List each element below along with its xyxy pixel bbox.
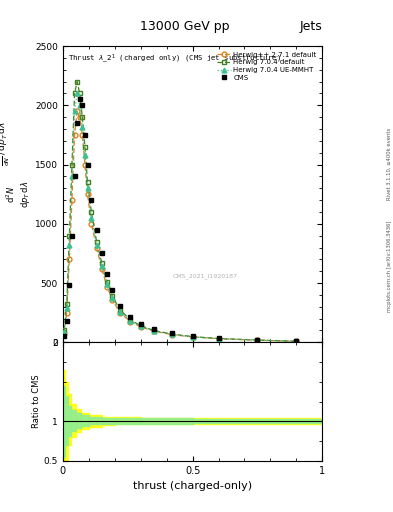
Herwig 7.0.4 default	[190, 333, 195, 339]
Herwig 7.0.4 default	[294, 338, 299, 344]
Herwig++ 2.7.1 default	[77, 114, 82, 120]
Herwig 7.0.4 default	[67, 232, 72, 239]
Herwig 7.0.4 default	[99, 260, 104, 266]
Herwig 7.0.4 default	[75, 78, 79, 84]
Text: Rivet 3.1.10, ≥400k events: Rivet 3.1.10, ≥400k events	[387, 127, 391, 200]
Herwig++ 2.7.1 default	[151, 328, 156, 334]
Herwig++ 2.7.1 default	[110, 296, 114, 303]
Y-axis label: $\mathrm{d}^2N$
$\mathrm{d}p_T\,\mathrm{d}\lambda$: $\mathrm{d}^2N$ $\mathrm{d}p_T\,\mathrm{…	[5, 181, 32, 208]
Herwig 7.0.4 UE-MMHT	[94, 242, 99, 248]
Herwig 7.0.4 UE-MMHT	[118, 308, 122, 314]
X-axis label: thrust (charged-only): thrust (charged-only)	[133, 481, 252, 491]
Text: 13000 GeV pp: 13000 GeV pp	[140, 20, 230, 33]
Herwig 7.0.4 UE-MMHT	[67, 242, 72, 248]
Herwig++ 2.7.1 default	[216, 336, 221, 342]
Herwig 7.0.4 UE-MMHT	[72, 108, 77, 114]
Herwig 7.0.4 default	[64, 302, 69, 308]
Herwig 7.0.4 default	[89, 209, 94, 215]
Herwig 7.0.4 UE-MMHT	[294, 338, 299, 345]
Herwig 7.0.4 UE-MMHT	[75, 91, 79, 97]
Herwig++ 2.7.1 default	[62, 330, 66, 336]
Line: Herwig 7.0.4 UE-MMHT: Herwig 7.0.4 UE-MMHT	[62, 91, 299, 344]
Herwig++ 2.7.1 default	[255, 337, 260, 343]
Herwig++ 2.7.1 default	[169, 332, 174, 338]
Text: CMS_2021_I1920187: CMS_2021_I1920187	[173, 273, 238, 279]
Herwig 7.0.4 UE-MMHT	[151, 328, 156, 334]
Herwig 7.0.4 UE-MMHT	[89, 215, 94, 221]
Text: $\frac{1}{\mathrm{d}N}\,/\,\mathrm{d}p_T\,\mathrm{d}\lambda$: $\frac{1}{\mathrm{d}N}\,/\,\mathrm{d}p_T…	[0, 121, 12, 166]
Herwig 7.0.4 default	[138, 323, 143, 329]
Herwig++ 2.7.1 default	[83, 161, 87, 167]
Herwig 7.0.4 default	[255, 337, 260, 343]
Herwig 7.0.4 default	[80, 114, 85, 120]
Herwig++ 2.7.1 default	[94, 244, 99, 250]
Herwig++ 2.7.1 default	[105, 284, 109, 290]
Herwig 7.0.4 default	[169, 331, 174, 337]
Text: mcplots.cern.ch [arXiv:1306.3436]: mcplots.cern.ch [arXiv:1306.3436]	[387, 221, 391, 312]
Herwig 7.0.4 UE-MMHT	[138, 323, 143, 329]
Herwig 7.0.4 UE-MMHT	[105, 281, 109, 287]
Herwig++ 2.7.1 default	[99, 266, 104, 272]
Herwig 7.0.4 default	[72, 91, 77, 97]
Herwig++ 2.7.1 default	[190, 334, 195, 340]
Herwig 7.0.4 UE-MMHT	[99, 263, 104, 269]
Herwig 7.0.4 UE-MMHT	[70, 174, 74, 180]
Herwig 7.0.4 default	[128, 317, 133, 323]
Herwig 7.0.4 UE-MMHT	[64, 305, 69, 311]
Herwig 7.0.4 default	[110, 293, 114, 299]
Herwig 7.0.4 UE-MMHT	[169, 331, 174, 337]
Herwig 7.0.4 UE-MMHT	[83, 152, 87, 158]
Text: Thrust $\lambda\_2^1$ (charged only) (CMS jet substructure): Thrust $\lambda\_2^1$ (charged only) (CM…	[68, 52, 281, 65]
Herwig++ 2.7.1 default	[70, 197, 74, 203]
Herwig 7.0.4 default	[83, 144, 87, 150]
Herwig++ 2.7.1 default	[294, 338, 299, 345]
Herwig 7.0.4 default	[62, 327, 66, 333]
Herwig 7.0.4 UE-MMHT	[77, 102, 82, 109]
Herwig 7.0.4 default	[105, 279, 109, 285]
Herwig 7.0.4 UE-MMHT	[62, 329, 66, 335]
Herwig 7.0.4 default	[77, 91, 82, 97]
Herwig++ 2.7.1 default	[89, 221, 94, 227]
Herwig++ 2.7.1 default	[128, 318, 133, 325]
Herwig++ 2.7.1 default	[85, 191, 90, 197]
Herwig 7.0.4 UE-MMHT	[216, 335, 221, 342]
Y-axis label: Ratio to CMS: Ratio to CMS	[32, 375, 41, 429]
Herwig 7.0.4 UE-MMHT	[128, 318, 133, 324]
Herwig 7.0.4 default	[216, 335, 221, 342]
Text: Jets: Jets	[299, 20, 322, 33]
Herwig++ 2.7.1 default	[138, 324, 143, 330]
Herwig++ 2.7.1 default	[72, 132, 77, 138]
Herwig++ 2.7.1 default	[118, 310, 122, 316]
Herwig 7.0.4 UE-MMHT	[190, 334, 195, 340]
Herwig++ 2.7.1 default	[67, 257, 72, 263]
Herwig 7.0.4 default	[70, 161, 74, 167]
Line: Herwig 7.0.4 default: Herwig 7.0.4 default	[62, 79, 299, 344]
Herwig 7.0.4 default	[85, 179, 90, 185]
Herwig++ 2.7.1 default	[80, 132, 85, 138]
Herwig++ 2.7.1 default	[64, 310, 69, 316]
Herwig 7.0.4 default	[94, 239, 99, 245]
Herwig 7.0.4 UE-MMHT	[255, 337, 260, 343]
Herwig 7.0.4 default	[151, 327, 156, 333]
Herwig 7.0.4 UE-MMHT	[80, 123, 85, 130]
Herwig 7.0.4 UE-MMHT	[110, 295, 114, 301]
Line: Herwig++ 2.7.1 default: Herwig++ 2.7.1 default	[62, 109, 299, 344]
Herwig++ 2.7.1 default	[75, 108, 79, 114]
Legend: Herwig++ 2.7.1 default, Herwig 7.0.4 default, Herwig 7.0.4 UE-MMHT, CMS: Herwig++ 2.7.1 default, Herwig 7.0.4 def…	[215, 50, 319, 83]
Herwig 7.0.4 default	[118, 307, 122, 313]
Herwig 7.0.4 UE-MMHT	[85, 185, 90, 191]
